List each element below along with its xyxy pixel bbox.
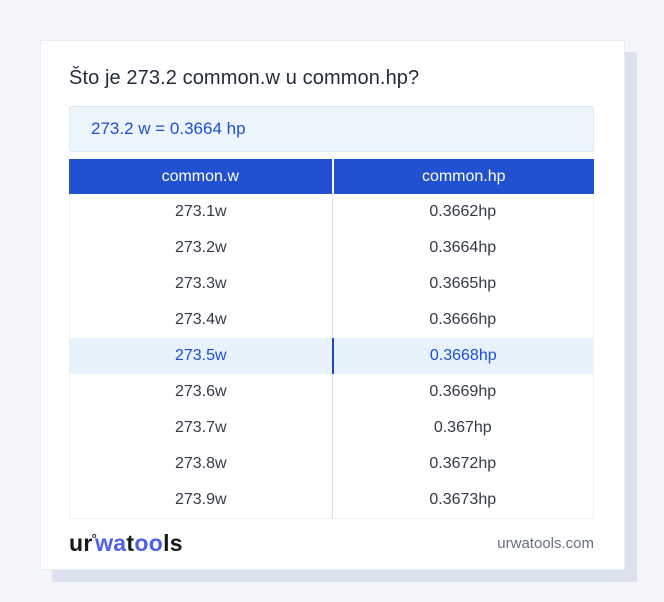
header-cell-common-w: common.w: [161, 167, 239, 185]
page-title: Što je 273.2 common.w u common.hp?: [69, 67, 420, 89]
logo-degree-icon: °: [91, 530, 98, 546]
cell-w-value: 273.9w: [174, 491, 227, 508]
cell-hp-value: 0.3662hp: [331, 194, 594, 230]
answer-text: 273.2 w = 0.3664 hp: [91, 119, 246, 138]
logo-segment-dark-2: t: [126, 529, 135, 556]
answer-box: 273.2 w = 0.3664 hp: [69, 106, 594, 152]
cell-w-value: 273.2w: [174, 239, 227, 256]
cell-w-value: 273.1w: [174, 203, 227, 220]
table-header-row: common.w common.hp: [69, 159, 594, 194]
cell-hp-value: 0.3673hp: [331, 482, 594, 518]
cell-w-value: 273.3w: [174, 275, 227, 292]
conversion-card: Što je 273.2 common.w u common.hp? 273.2…: [40, 40, 625, 570]
table-row[interactable]: 273.5w 0.3668hp: [70, 338, 593, 374]
card-footer: ur°watools urwatools.com: [69, 519, 594, 565]
logo-segment-blue-2: oo: [134, 529, 164, 556]
table-row[interactable]: 273.8w 0.3672hp: [70, 446, 593, 482]
table-body: 273.1w 0.3662hp 273.2w 0.3664hp 273.3w 0…: [69, 194, 594, 519]
cell-hp-value: 0.3668hp: [331, 338, 594, 374]
table-row[interactable]: 273.3w 0.3665hp: [70, 266, 593, 302]
cell-w-value: 273.7w: [174, 419, 227, 436]
cell-w-value: 273.8w: [174, 455, 227, 472]
logo-segment-blue-1: wa: [95, 529, 127, 556]
cell-w-value: 273.5w: [174, 347, 227, 364]
table-row[interactable]: 273.1w 0.3662hp: [70, 194, 593, 230]
urwatools-logo[interactable]: ur°watools: [69, 530, 183, 557]
table-row[interactable]: 273.6w 0.3669hp: [70, 374, 593, 410]
cell-hp-value: 0.3669hp: [331, 374, 594, 410]
cell-hp-value: 0.367hp: [331, 410, 594, 446]
conversion-table: common.w common.hp 273.1w 0.3662hp 273.2…: [69, 159, 594, 519]
logo-segment-dark-3: ls: [163, 529, 183, 556]
cell-hp-value: 0.3665hp: [331, 266, 594, 302]
header-cell-common-hp: common.hp: [331, 159, 595, 194]
cell-w-value: 273.6w: [174, 383, 227, 400]
table-row[interactable]: 273.2w 0.3664hp: [70, 230, 593, 266]
cell-hp-value: 0.3664hp: [331, 230, 594, 266]
table-row[interactable]: 273.4w 0.3666hp: [70, 302, 593, 338]
table-row[interactable]: 273.7w 0.367hp: [70, 410, 593, 446]
logo-segment-dark-1: ur: [69, 529, 93, 556]
table-row[interactable]: 273.9w 0.3673hp: [70, 482, 593, 518]
cell-hp-value: 0.3666hp: [331, 302, 594, 338]
cell-hp-value: 0.3672hp: [331, 446, 594, 482]
domain-text: urwatools.com: [497, 534, 594, 552]
cell-w-value: 273.4w: [174, 311, 227, 328]
